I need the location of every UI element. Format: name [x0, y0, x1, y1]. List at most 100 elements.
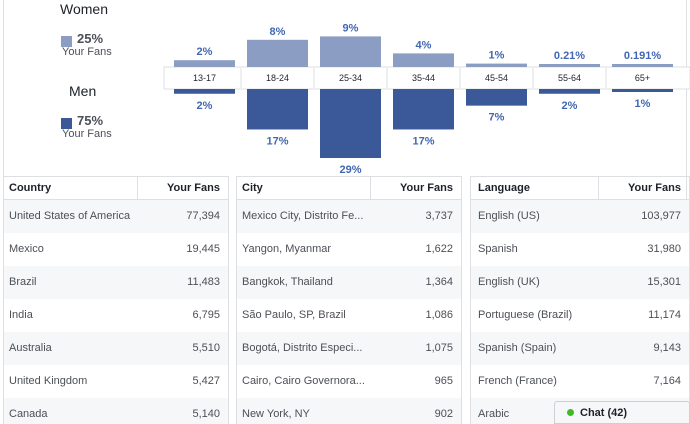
- city-name-cell: São Paulo, SP, Brazil: [242, 309, 346, 321]
- table-row: Canada 5,140: [4, 398, 228, 424]
- age-tick-label: 45-54: [485, 73, 508, 83]
- men-bar-label: 17%: [412, 135, 434, 147]
- men-bar: [393, 89, 454, 130]
- men-bar-label: 17%: [266, 135, 288, 147]
- table-header: Country Your Fans: [4, 176, 228, 200]
- country-name-cell: Mexico: [9, 243, 44, 255]
- men-subtitle: Your Fans: [62, 128, 112, 140]
- country-name-cell: Brazil: [9, 276, 37, 288]
- men-bar-label: 2%: [562, 100, 578, 112]
- table-row: Spanish 31,980: [471, 233, 689, 266]
- age-tick-label: 35-44: [412, 73, 435, 83]
- city-fans-cell: 1,364: [425, 276, 453, 288]
- men-bar-label: 2%: [197, 100, 213, 112]
- city-name-cell: New York, NY: [242, 408, 310, 420]
- men-bar: [466, 89, 527, 106]
- country-fans-cell: 6,795: [192, 309, 220, 321]
- table-row: Cairo, Cairo Governora... 965: [237, 365, 461, 398]
- language-fans-column-header[interactable]: Your Fans: [628, 182, 681, 194]
- country-name-cell: India: [9, 309, 33, 321]
- table-header: Language Your Fans: [471, 176, 689, 200]
- table-row: French (France) 7,164: [471, 365, 689, 398]
- country-fans-cell: 77,394: [186, 210, 220, 222]
- city-fans-cell: 1,086: [425, 309, 453, 321]
- country-name-cell: United States of America: [9, 210, 131, 222]
- men-bar-label: 7%: [489, 112, 505, 124]
- men-bar: [247, 89, 308, 130]
- women-legend-title: Women: [60, 1, 108, 17]
- women-bar: [393, 53, 454, 67]
- women-bar: [320, 36, 381, 67]
- women-bar-label: 0.21%: [554, 50, 585, 62]
- table-row: India 6,795: [4, 299, 228, 332]
- city-name-cell: Bangkok, Thailand: [242, 276, 333, 288]
- men-bar: [320, 89, 381, 159]
- country-fans-column-header[interactable]: Your Fans: [167, 182, 220, 194]
- table-row: Yangon, Myanmar 1,622: [237, 233, 461, 266]
- women-swatch: [61, 36, 72, 47]
- age-tick-label: 13-17: [193, 73, 216, 83]
- country-name-cell: Canada: [9, 408, 48, 420]
- city-fans-cell: 3,737: [425, 210, 453, 222]
- language-name-cell: Portuguese (Brazil): [478, 309, 573, 321]
- language-name-cell: English (US): [478, 210, 540, 222]
- language-name-cell: Spanish (Spain): [478, 342, 557, 354]
- country-column-header[interactable]: Country: [4, 177, 138, 199]
- city-fans-column-header[interactable]: Your Fans: [400, 182, 453, 194]
- women-bar-label: 0.191%: [624, 50, 662, 62]
- table-row: Mexico City, Distrito Fe... 3,737: [237, 200, 461, 233]
- table-row: Portuguese (Brazil) 11,174: [471, 299, 689, 332]
- language-fans-cell: 11,174: [648, 309, 681, 321]
- city-table: City Your Fans Mexico City, Distrito Fe.…: [236, 176, 462, 424]
- age-gender-chart: 2% 2% 13-17 8% 17% 18-24 9% 29% 25-34 4% 17% 35-44 1…: [163, 22, 690, 176]
- table-row: Australia 5,510: [4, 332, 228, 365]
- country-fans-cell: 5,427: [192, 375, 220, 387]
- men-bar-label: 29%: [339, 164, 361, 176]
- women-bar: [612, 64, 673, 67]
- country-table: Country Your Fans United States of Ameri…: [3, 176, 229, 424]
- language-table: Language Your Fans English (US) 103,977 Sp…: [470, 176, 690, 424]
- women-subtitle: Your Fans: [62, 46, 112, 58]
- city-fans-cell: 902: [434, 408, 453, 420]
- city-column-header[interactable]: City: [237, 177, 371, 199]
- chat-label: Chat (42): [580, 406, 628, 419]
- language-fans-cell: 31,980: [647, 243, 681, 255]
- table-row: Bangkok, Thailand 1,364: [237, 266, 461, 299]
- country-name-cell: Australia: [9, 342, 52, 354]
- men-swatch: [61, 118, 72, 129]
- language-fans-cell: 9,143: [653, 342, 681, 354]
- men-bar: [539, 89, 600, 94]
- table-row: English (UK) 15,301: [471, 266, 689, 299]
- language-column-header[interactable]: Language: [471, 177, 599, 199]
- women-bar-label: 9%: [343, 22, 359, 34]
- women-bar-label: 8%: [270, 26, 286, 38]
- table-row: Brazil 11,483: [4, 266, 228, 299]
- women-bar: [539, 64, 600, 67]
- men-bar-label: 1%: [635, 98, 651, 110]
- language-name-cell: French (France): [478, 375, 557, 387]
- language-fans-cell: 7,164: [653, 375, 681, 387]
- women-bar-label: 2%: [197, 46, 213, 58]
- online-status-icon: [567, 409, 574, 416]
- women-bar: [466, 63, 527, 67]
- country-fans-cell: 5,510: [192, 342, 220, 354]
- men-bar: [612, 89, 673, 92]
- chat-button[interactable]: Chat (42): [554, 401, 690, 424]
- table-row: New York, NY 902: [237, 398, 461, 424]
- city-name-cell: Bogotá, Distrito Especi...: [242, 342, 363, 354]
- table-row: United States of America 77,394: [4, 200, 228, 233]
- language-name-cell: English (UK): [478, 276, 540, 288]
- table-row: United Kingdom 5,427: [4, 365, 228, 398]
- age-tick-label: 55-64: [558, 73, 581, 83]
- women-percent: 25%: [77, 31, 104, 46]
- language-fans-cell: 103,977: [641, 210, 681, 222]
- city-fans-cell: 965: [434, 375, 453, 387]
- table-row: English (US) 103,977: [471, 200, 689, 233]
- country-fans-cell: 11,483: [187, 276, 220, 288]
- men-bar: [174, 89, 235, 94]
- city-name-cell: Cairo, Cairo Governora...: [242, 375, 365, 387]
- age-tick-label: 65+: [635, 73, 650, 83]
- men-legend-title: Men: [69, 83, 97, 99]
- age-tick-label: 25-34: [339, 73, 362, 83]
- language-name-cell: Spanish: [478, 243, 518, 255]
